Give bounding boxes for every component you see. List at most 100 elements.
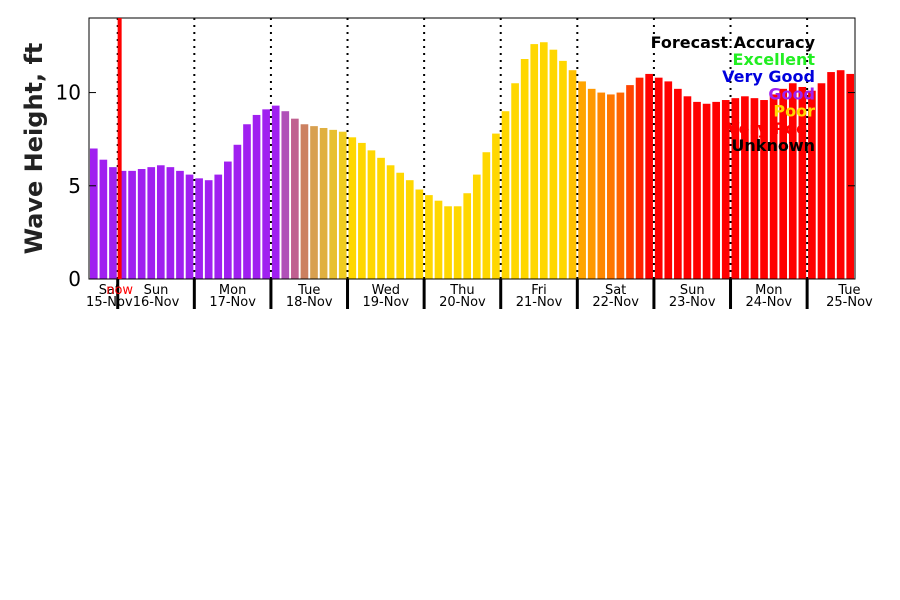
bar	[616, 92, 625, 279]
bar	[530, 44, 539, 279]
bar	[214, 174, 223, 279]
bar	[377, 157, 385, 279]
bar	[386, 165, 395, 279]
bar	[291, 118, 299, 279]
bar	[482, 152, 491, 279]
bar	[645, 73, 653, 280]
day-label-date: 22-Nov	[592, 295, 639, 310]
y-axis: 0 5 10	[56, 81, 855, 291]
bar	[434, 200, 443, 279]
plot-frame	[88, 17, 856, 280]
bar	[472, 174, 481, 279]
bar	[769, 94, 778, 279]
day-label-date: 19-Nov	[363, 295, 410, 310]
bar	[760, 100, 768, 279]
day-label-dow: Mon	[755, 283, 782, 298]
day-label-dow: Wed	[372, 283, 400, 298]
bar	[405, 180, 414, 279]
bar	[501, 111, 510, 280]
bar	[664, 81, 673, 279]
bar	[750, 98, 759, 279]
bar	[836, 70, 845, 279]
x-axis: Sat15-NovSun16-NovMon17-NovTue18-NovWed1…	[86, 279, 873, 310]
bar	[846, 73, 855, 280]
bar	[147, 167, 156, 279]
bar	[444, 206, 452, 279]
legend-entry: Very Poor	[727, 119, 815, 138]
bar	[338, 131, 347, 279]
day-label-dow: Tue	[297, 283, 320, 298]
y-tick-label: 0	[68, 267, 81, 291]
legend-entry: Excellent	[733, 50, 816, 69]
day-label-date: 23-Nov	[669, 295, 716, 310]
bar	[827, 72, 835, 279]
bar	[224, 161, 232, 279]
bar	[252, 114, 261, 279]
bar	[635, 77, 644, 279]
bar	[319, 127, 328, 280]
bar	[788, 83, 797, 279]
day-label-date: 18-Nov	[286, 295, 333, 310]
bar	[243, 124, 251, 279]
day-label-date: 16-Nov	[133, 295, 180, 310]
bar	[683, 96, 692, 279]
bar	[425, 195, 433, 279]
bar	[549, 49, 558, 279]
bar	[568, 70, 577, 279]
day-label-dow: Mon	[219, 283, 246, 298]
bar	[204, 180, 213, 279]
bar	[233, 144, 242, 279]
legend-entry: Poor	[773, 102, 815, 121]
bar	[185, 174, 194, 279]
day-label-date: 21-Nov	[516, 295, 563, 310]
bar	[367, 150, 376, 279]
bar	[731, 98, 740, 279]
bar	[808, 90, 816, 280]
legend-title: Forecast Accuracy	[651, 33, 816, 52]
y-axis-label: Wave Height, ft	[20, 43, 48, 255]
bar	[587, 88, 596, 279]
day-label-dow: Sun	[680, 283, 705, 298]
bar	[597, 92, 606, 279]
bar	[156, 165, 165, 279]
bar	[128, 170, 136, 279]
day-label-dow: Sat	[99, 283, 120, 298]
bar	[358, 142, 366, 279]
day-label-dow: Fri	[531, 283, 547, 298]
bar	[166, 167, 175, 279]
bar	[281, 111, 290, 280]
bar	[817, 83, 826, 279]
day-label-date: 17-Nov	[209, 295, 256, 310]
bar	[463, 193, 472, 279]
bar	[109, 167, 117, 279]
day-label-dow: Thu	[449, 283, 474, 298]
day-label-dow: Tue	[837, 283, 860, 298]
now-marker: now	[106, 18, 133, 298]
bar	[798, 86, 807, 279]
bar	[118, 170, 127, 279]
bar	[137, 169, 146, 279]
bar	[654, 77, 663, 279]
day-label-date: 20-Nov	[439, 295, 486, 310]
now-label: now	[106, 283, 133, 298]
bar	[99, 159, 108, 279]
bar	[712, 101, 720, 279]
bar	[492, 133, 500, 279]
bars-layer	[89, 42, 855, 280]
bar	[329, 129, 337, 279]
bar	[693, 101, 701, 279]
bar	[578, 81, 586, 279]
bar	[741, 96, 749, 279]
day-label-date: 25-Nov	[826, 295, 873, 310]
bar	[396, 172, 405, 279]
day-label-date: 15-Nov	[86, 295, 133, 310]
bar	[300, 124, 309, 279]
bar	[176, 170, 184, 279]
legend-entry: Good	[768, 84, 815, 103]
bar	[511, 83, 519, 279]
y-tick-label: 10	[56, 81, 81, 105]
bar	[262, 109, 270, 279]
bar	[626, 85, 634, 279]
